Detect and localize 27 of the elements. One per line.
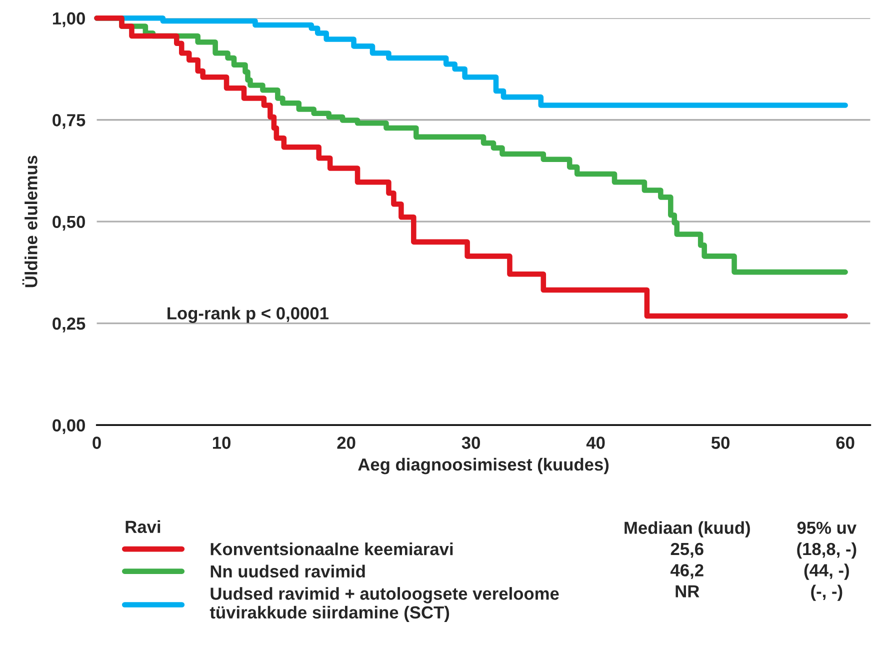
- text: 25,6: [670, 542, 704, 558]
- text: (-, -): [811, 584, 842, 601]
- annotation: Log-rank p < 0,0001: [168, 306, 328, 323]
- x-axis-title: Aeg diagnoosimisest (kuudes): [358, 458, 609, 474]
- y-tick-label: 1,00: [52, 12, 85, 28]
- y-tick-label: 0,75: [52, 114, 86, 129]
- x-tick-label: 20: [337, 436, 356, 449]
- text: NR: [676, 585, 700, 598]
- legend-label: Konventsionaalne keemiaravi: [210, 542, 453, 556]
- x-tick-label: 0: [92, 436, 101, 449]
- x-tick-label: 30: [462, 436, 480, 449]
- x-tick-label: 10: [212, 436, 230, 449]
- x-tick-label: 60: [836, 436, 854, 449]
- x-tick-label: 40: [586, 436, 605, 449]
- text: (18,8, -): [797, 542, 856, 559]
- text: (44, -): [804, 564, 849, 580]
- y-axis-title: Üldine elulemus: [22, 156, 38, 288]
- text: Mediaan (kuud): [624, 521, 750, 538]
- y-tick-label: 0,50: [52, 216, 85, 231]
- text: 46,2: [670, 564, 704, 579]
- x-tick-label: 50: [711, 436, 730, 449]
- y-tick-label: 0,25: [52, 318, 86, 332]
- text: 95% uv: [797, 522, 856, 534]
- legend-label: Nn uudsed ravimid: [210, 564, 365, 578]
- y-tick-label: 0,00: [52, 419, 85, 434]
- legend-label: Uudsed ravimid + autoloogsete vereloome tüvirakkude siirdamine (SCT): [210, 587, 559, 622]
- legend-title: Ravi: [126, 520, 160, 534]
